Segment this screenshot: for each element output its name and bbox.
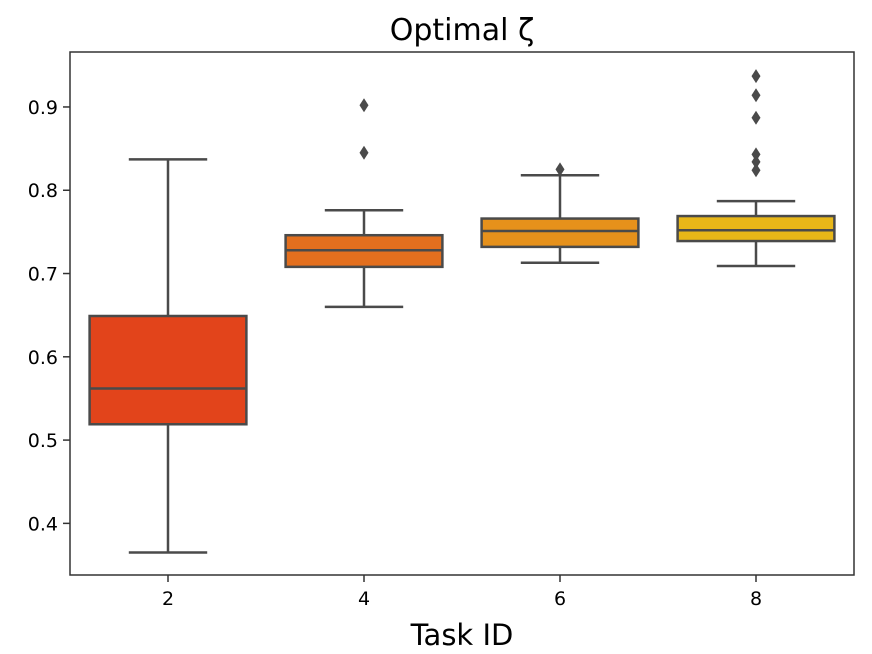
outlier-point [751, 88, 761, 103]
box-group-8 [676, 69, 836, 268]
y-tick-label: 0.9 [28, 97, 58, 119]
x-tick-label: 4 [358, 588, 370, 610]
plot-area [88, 69, 836, 554]
outlier-point [751, 154, 761, 169]
y-tick-label: 0.5 [28, 430, 58, 452]
y-tick-label: 0.6 [28, 347, 58, 369]
x-tick-label: 8 [750, 588, 762, 610]
outlier-point [359, 98, 369, 113]
outlier-point [751, 69, 761, 84]
box-group-2 [88, 158, 248, 554]
outlier-point [359, 145, 369, 160]
box-group-6 [480, 162, 640, 264]
outlier-point [751, 147, 761, 162]
outlier-point [751, 163, 761, 178]
box-iqr [676, 214, 836, 243]
box-group-4 [284, 98, 444, 309]
x-axis-label: Task ID [410, 618, 514, 652]
box-iqr [88, 314, 248, 426]
y-tick-label: 0.8 [28, 180, 58, 202]
x-tick-label: 2 [162, 588, 174, 610]
chart-title: Optimal ζ [390, 13, 535, 48]
axes: 0.4 0.5 0.6 0.7 0.8 0.9 2 4 6 8 [28, 97, 762, 610]
box-iqr [480, 217, 640, 249]
y-tick-label: 0.7 [28, 264, 58, 286]
y-tick-label: 0.4 [28, 513, 58, 535]
outlier-point [555, 162, 565, 177]
x-tick-label: 6 [554, 588, 566, 610]
plot-frame [69, 51, 855, 576]
outlier-point [751, 110, 761, 125]
